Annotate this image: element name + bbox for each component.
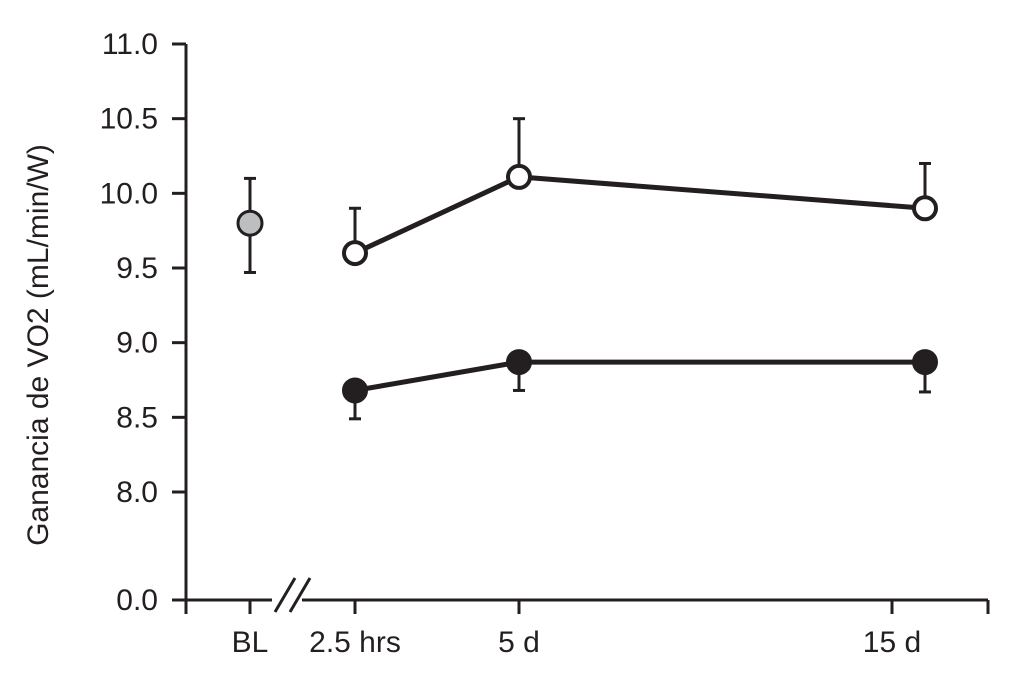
data-point xyxy=(342,240,368,267)
series-line xyxy=(354,359,925,393)
baseline-point xyxy=(236,209,264,237)
x-axis-break-mark xyxy=(273,577,297,613)
y-tick-label: 9.5 xyxy=(116,252,158,285)
data-point xyxy=(342,377,368,404)
y-tick-label: 10.0 xyxy=(100,177,158,210)
data-point xyxy=(912,195,938,222)
x-axis-break-mark xyxy=(288,577,312,613)
y-axis-title: Ganancia de VO2 (mL/min/W) xyxy=(22,144,55,546)
y-axis: 0.0 8.0 8.5 9.0 9.5 10.0 10.5 11.0 xyxy=(100,28,188,617)
y-tick-label: 8.0 xyxy=(116,476,158,509)
x-tick-label: 2.5 hrs xyxy=(309,626,401,659)
series-line xyxy=(353,174,926,256)
y-tick-label: 10.5 xyxy=(100,103,158,136)
data-point xyxy=(506,349,532,376)
y-tick-label: 8.5 xyxy=(116,401,158,434)
y-tick-label: 9.0 xyxy=(116,327,158,360)
x-tick-label: 15 d xyxy=(863,626,921,659)
x-tick-label: 5 d xyxy=(498,626,540,659)
y-tick-label: 0.0 xyxy=(116,584,158,617)
data-point xyxy=(912,349,938,376)
x-axis: BL 2.5 hrs 5 d 15 d xyxy=(184,577,990,659)
y-tick-label: 11.0 xyxy=(102,28,158,61)
data-point xyxy=(506,163,532,190)
series-layer xyxy=(236,117,938,421)
x-tick-label: BL xyxy=(232,626,269,659)
